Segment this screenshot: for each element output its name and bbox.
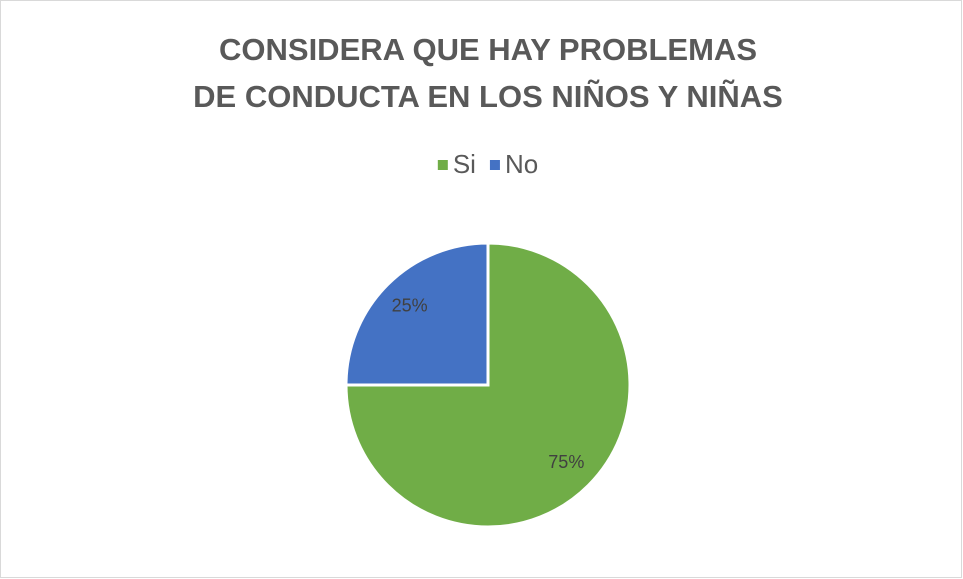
legend-swatch (437, 160, 448, 170)
chart-title: DE CONDUCTA EN LOS NIÑOS Y NIÑAS (193, 79, 783, 114)
legend-label: Si (453, 149, 476, 179)
pie-slice (344, 241, 490, 387)
data-label: 25% (392, 295, 428, 315)
data-label: 75% (548, 452, 584, 472)
legend-label: No (505, 149, 538, 179)
chart-title: CONSIDERA QUE HAY PROBLEMAS (219, 32, 757, 67)
pie-slice (344, 241, 632, 529)
legend-swatch (489, 160, 500, 170)
